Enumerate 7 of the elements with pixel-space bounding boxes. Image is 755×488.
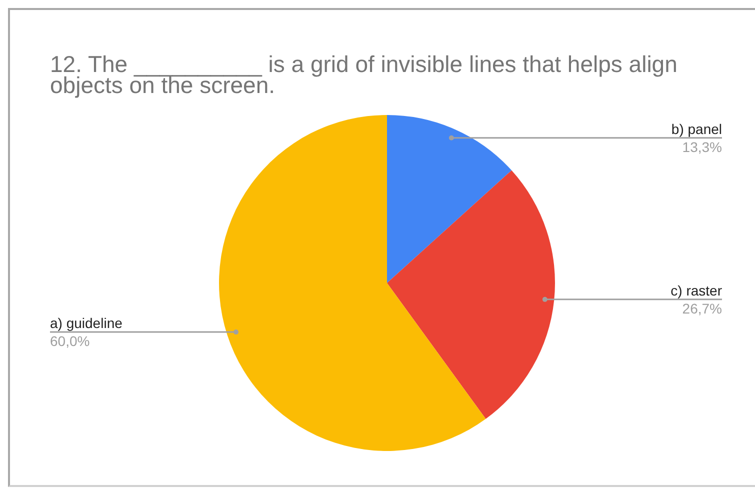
slice-label: b) panel — [671, 120, 722, 137]
slice-label: a) guideline — [50, 315, 123, 332]
data-label: 26,7% — [682, 300, 722, 316]
slice-label: c) raster — [670, 282, 722, 298]
chart-title: 12. The __________ is a grid of invisible lines that helps align objects on the screen. — [50, 51, 678, 98]
data-label: 60,0% — [50, 333, 90, 350]
data-label: 13,3% — [682, 138, 722, 155]
